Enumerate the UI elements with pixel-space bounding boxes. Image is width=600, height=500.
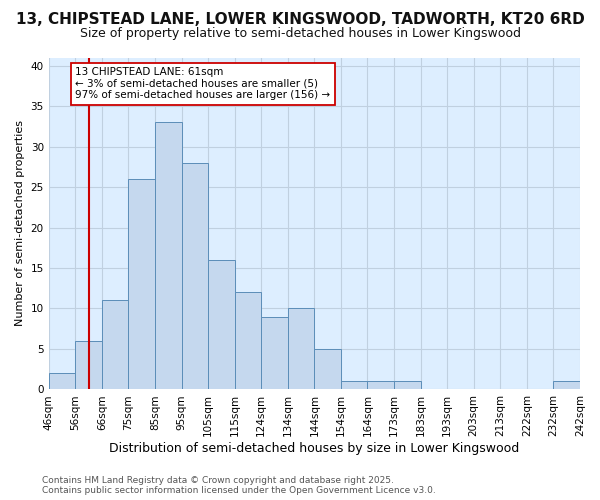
Bar — [394, 382, 421, 390]
X-axis label: Distribution of semi-detached houses by size in Lower Kingswood: Distribution of semi-detached houses by … — [109, 442, 520, 455]
Text: Contains HM Land Registry data © Crown copyright and database right 2025.
Contai: Contains HM Land Registry data © Crown c… — [42, 476, 436, 495]
Bar — [75, 341, 102, 390]
Bar — [367, 382, 394, 390]
Bar — [261, 316, 288, 390]
Bar — [208, 260, 235, 390]
Bar — [182, 163, 208, 390]
Y-axis label: Number of semi-detached properties: Number of semi-detached properties — [15, 120, 25, 326]
Bar — [155, 122, 182, 390]
Bar — [553, 382, 580, 390]
Text: 13 CHIPSTEAD LANE: 61sqm
← 3% of semi-detached houses are smaller (5)
97% of sem: 13 CHIPSTEAD LANE: 61sqm ← 3% of semi-de… — [75, 67, 331, 100]
Bar — [314, 349, 341, 390]
Text: 13, CHIPSTEAD LANE, LOWER KINGSWOOD, TADWORTH, KT20 6RD: 13, CHIPSTEAD LANE, LOWER KINGSWOOD, TAD… — [16, 12, 584, 28]
Bar — [128, 179, 155, 390]
Text: Size of property relative to semi-detached houses in Lower Kingswood: Size of property relative to semi-detach… — [79, 28, 521, 40]
Bar — [235, 292, 261, 390]
Bar — [341, 382, 367, 390]
Bar — [49, 374, 75, 390]
Bar — [102, 300, 128, 390]
Bar — [288, 308, 314, 390]
